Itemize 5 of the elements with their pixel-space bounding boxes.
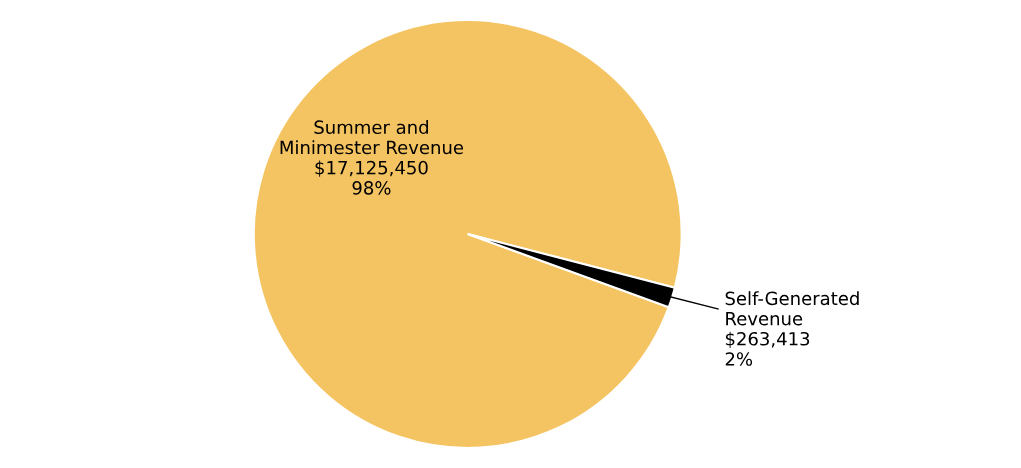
pie-slice — [252, 19, 683, 449]
slice-label: Self-Generated Revenue — [725, 291, 859, 326]
data-label: $263,413 2% — [725, 331, 810, 366]
slice-label: Summer and Minimester Revenue — [280, 120, 464, 155]
data-label: $17,125,450 98% — [315, 160, 428, 195]
